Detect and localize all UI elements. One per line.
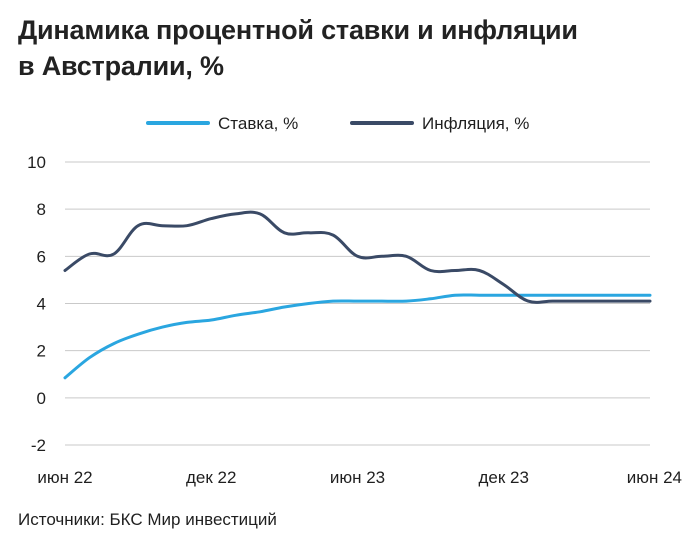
y-tick-label: 4 bbox=[37, 295, 46, 314]
x-tick-label: июн 24 bbox=[627, 468, 682, 487]
legend: Ставка, % Инфляция, % bbox=[146, 114, 529, 133]
x-tick-label: июн 23 bbox=[330, 468, 385, 487]
chart-title-line-2: в Австралии, % bbox=[18, 51, 224, 81]
x-tick-label: дек 23 bbox=[479, 468, 529, 487]
y-tick-label: -2 bbox=[31, 436, 46, 455]
y-tick-label: 2 bbox=[37, 342, 46, 361]
grid-lines bbox=[65, 161, 650, 446]
x-tick-label: июн 22 bbox=[37, 468, 92, 487]
y-tick-label: 10 bbox=[27, 153, 46, 172]
x-axis-ticks: июн 22 дек 22 июн 23 дек 23 июн 24 bbox=[37, 468, 682, 487]
legend-label-rate: Ставка, % bbox=[218, 114, 298, 133]
legend-label-inflation: Инфляция, % bbox=[422, 114, 529, 133]
y-tick-label: 0 bbox=[37, 389, 46, 408]
series-line-rate bbox=[63, 293, 652, 380]
x-tick-label: дек 22 bbox=[186, 468, 236, 487]
series-line-inflation bbox=[63, 210, 652, 304]
y-tick-label: 6 bbox=[37, 247, 46, 266]
chart-title: Динамика процентной ставки и инфляции в … bbox=[18, 12, 678, 84]
series-lines bbox=[63, 210, 652, 380]
y-tick-label: 8 bbox=[37, 200, 46, 219]
source-note: Источники: БКС Мир инвестиций bbox=[18, 510, 277, 529]
y-axis-ticks: 10 8 6 4 2 0 -2 bbox=[27, 153, 46, 455]
chart-title-line-1: Динамика процентной ставки и инфляции bbox=[18, 15, 578, 45]
